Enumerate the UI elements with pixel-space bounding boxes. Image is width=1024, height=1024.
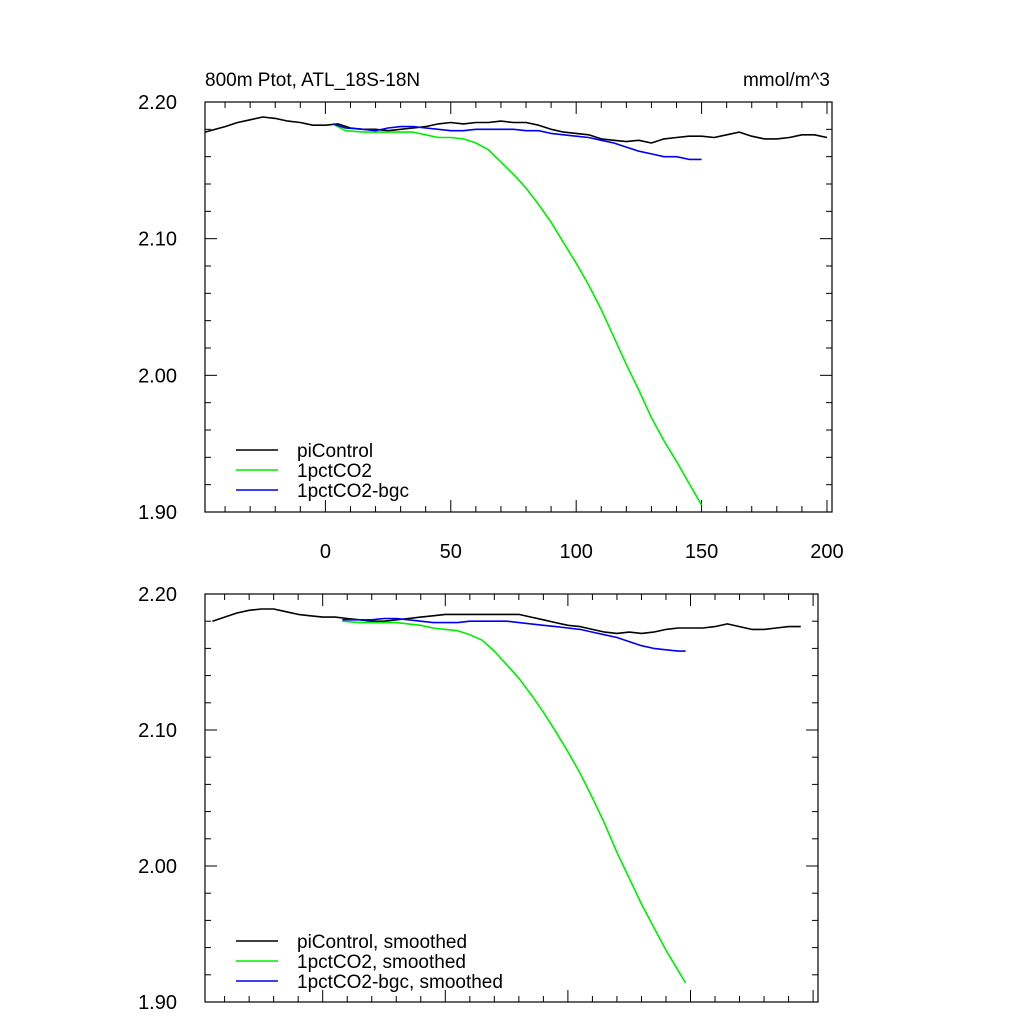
legend-label: 1pctCO2-bgc [297, 481, 409, 502]
series-line-picontrol [204, 116, 828, 144]
y-tick-label: 2.10 [138, 229, 177, 251]
y-tick-label: 1.90 [138, 992, 177, 1014]
y-tick-label: 2.00 [138, 365, 177, 387]
y-tick-label: 2.20 [138, 92, 177, 114]
y-tick-label: 2.20 [138, 584, 177, 606]
plot-frame [204, 101, 833, 513]
x-tick-label: 50 [440, 541, 462, 563]
legend-label: piControl, smoothed [297, 932, 467, 953]
panel-title: 800m Ptot, ATL_18S-18N [205, 70, 420, 91]
legend-label: 1pctCO2 [297, 461, 372, 482]
x-tick-label: 150 [685, 541, 718, 563]
y-tick-label: 1.90 [138, 502, 177, 524]
x-tick-label: 0 [320, 541, 331, 563]
y-tick-label: 2.10 [138, 720, 177, 742]
x-tick-label: 200 [810, 541, 843, 563]
legend-label: piControl [297, 441, 373, 462]
series-line-1pctco2-bgc-smoothed [342, 617, 686, 652]
legend-label: 1pctCO2-bgc, smoothed [297, 972, 503, 993]
legend-label: 1pctCO2, smoothed [297, 952, 466, 973]
bottom-panel: 2.202.102.001.90 piControl, smoothed1pct… [138, 584, 819, 1014]
series-line-1pctco2-bgc [332, 123, 702, 161]
series-line-1pctco2 [332, 123, 703, 506]
x-tick-label: 100 [559, 541, 592, 563]
series-line-picontrol-smoothed [212, 608, 801, 635]
panel-units: mmol/m^3 [743, 70, 830, 91]
plot-frame [204, 593, 819, 1003]
top-panel: 800m Ptot, ATL_18S-18N mmol/m^3 2.20 2.10… [138, 70, 844, 563]
y-tick-label: 2.00 [138, 856, 177, 878]
series-line-1pctco2-smoothed [342, 620, 687, 984]
